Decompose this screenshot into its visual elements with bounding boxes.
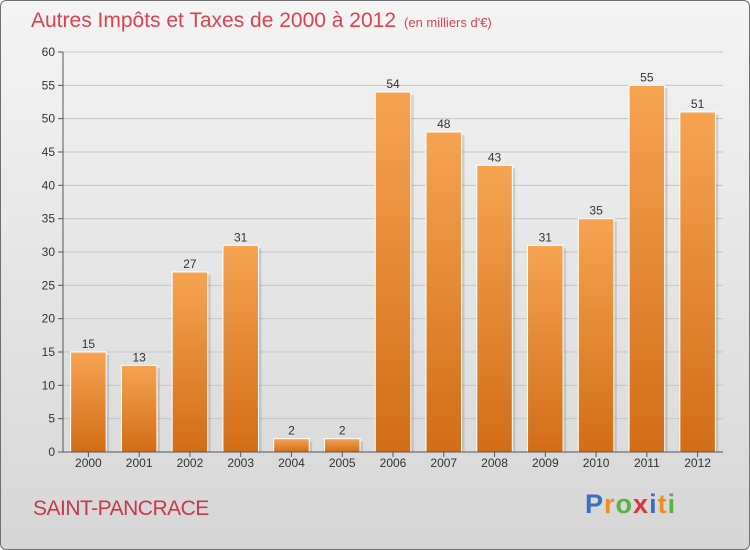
bar-value-label: 2 xyxy=(339,424,346,438)
x-tick-label: 2012 xyxy=(684,456,711,470)
bar-value-label: 31 xyxy=(234,230,248,244)
bar-2000 xyxy=(70,351,107,453)
x-tick-label: 2007 xyxy=(430,456,457,470)
bar-value-label: 13 xyxy=(132,350,146,364)
commune-name: SAINT-PANCRACE xyxy=(33,497,209,520)
y-tick-label: 5 xyxy=(48,412,55,426)
bar-2009 xyxy=(527,244,564,453)
bar-2002 xyxy=(171,271,209,453)
bar-value-label: 55 xyxy=(640,70,654,84)
y-tick-label: 15 xyxy=(42,345,56,359)
x-tick-label: 2010 xyxy=(583,456,610,470)
bar-value-label: 35 xyxy=(589,204,603,218)
x-tick-label: 2003 xyxy=(227,456,254,470)
logo-letter: r xyxy=(604,489,616,519)
bar-2005 xyxy=(323,438,361,453)
y-tick-label: 25 xyxy=(42,278,56,292)
bar-2004 xyxy=(273,438,310,453)
bar-2007 xyxy=(425,131,463,453)
bar-value-label: 48 xyxy=(437,117,451,131)
x-tick-label: 2002 xyxy=(177,456,204,470)
bar-value-label: 27 xyxy=(183,257,197,271)
logo-letter: o xyxy=(615,489,634,519)
y-tick-label: 60 xyxy=(42,45,56,59)
logo-letter: P xyxy=(585,489,605,519)
x-tick-label: 2011 xyxy=(634,456,660,470)
logo-letter: x xyxy=(633,489,650,519)
x-tick-label: 2009 xyxy=(532,456,559,470)
bar-value-label: 15 xyxy=(82,337,96,351)
bar-2003 xyxy=(222,244,259,453)
bar-value-label: 51 xyxy=(691,97,705,111)
y-tick-label: 0 xyxy=(48,445,55,459)
y-tick-label: 45 xyxy=(42,145,56,159)
x-tick-label: 2001 xyxy=(126,456,153,470)
x-tick-label: 2006 xyxy=(380,456,407,470)
bar-2008 xyxy=(476,164,513,453)
y-tick-label: 35 xyxy=(42,212,56,226)
bar-2011 xyxy=(628,84,666,453)
y-tick-label: 30 xyxy=(42,245,56,259)
bar-2001 xyxy=(120,364,158,453)
logo-letter: i xyxy=(649,489,658,519)
x-tick-label: 2008 xyxy=(481,456,508,470)
bar-value-label: 43 xyxy=(488,150,502,164)
bar-2006 xyxy=(374,91,412,453)
x-tick-label: 2004 xyxy=(278,456,305,470)
y-tick-label: 55 xyxy=(42,78,56,92)
y-tick-label: 40 xyxy=(42,178,56,192)
chart-title: Autres Impôts et Taxes de 2000 à 2012 (en… xyxy=(31,9,492,32)
x-tick-label: 2005 xyxy=(329,456,356,470)
y-tick-label: 20 xyxy=(42,312,56,326)
chart-subtitle: (en milliers d'€) xyxy=(404,15,492,30)
y-tick-label: 50 xyxy=(42,112,56,126)
logo-letter: i xyxy=(667,489,677,519)
bar-2010 xyxy=(577,218,615,453)
proxiti-logo: Proxiti xyxy=(585,489,676,520)
bar-2012 xyxy=(679,111,716,453)
x-tick-label: 2000 xyxy=(75,456,102,470)
bar-value-label: 54 xyxy=(386,77,400,91)
bar-value-label: 31 xyxy=(539,230,553,244)
logo-letter: t xyxy=(657,489,668,519)
bar-value-label: 2 xyxy=(288,424,295,438)
y-tick-label: 10 xyxy=(42,378,56,392)
